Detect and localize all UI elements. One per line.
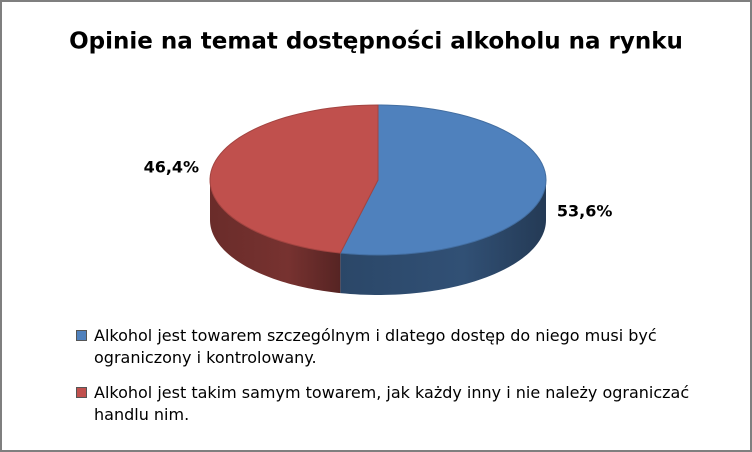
- legend-swatch: [76, 387, 87, 398]
- chart-title: Opinie na temat dostępności alkoholu na …: [69, 29, 683, 55]
- pie-slice: [209, 104, 379, 254]
- legend-entry: Alkohol jest takim samym towarem, jak ka…: [74, 382, 714, 426]
- data-label: 46,4%: [144, 158, 200, 177]
- pie-slice-side: [340, 180, 546, 295]
- legend-label: Alkohol jest takim samym towarem, jak ka…: [94, 383, 690, 424]
- legend-swatch: [76, 330, 87, 341]
- legend-entry: Alkohol jest towarem szczególnym i dlate…: [74, 325, 714, 369]
- data-label: 53,6%: [557, 201, 613, 220]
- pie-slice-side: [210, 180, 341, 294]
- pie-slice: [339, 104, 547, 256]
- legend: Alkohol jest towarem szczególnym i dlate…: [74, 325, 714, 439]
- legend-label: Alkohol jest towarem szczególnym i dlate…: [94, 326, 657, 367]
